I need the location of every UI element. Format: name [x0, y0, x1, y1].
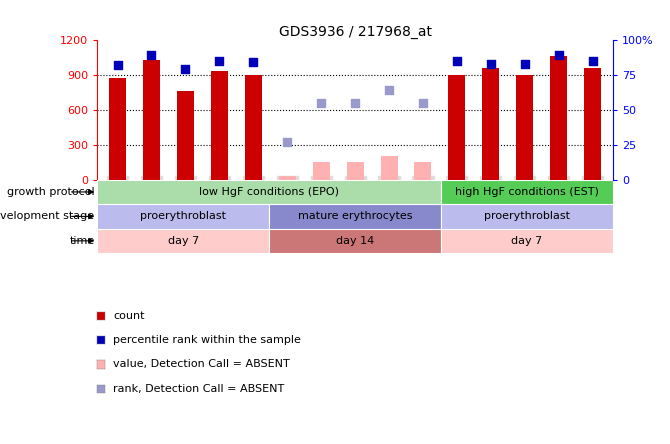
Text: high HgF conditions (EST): high HgF conditions (EST)	[455, 187, 599, 197]
Point	[519, 60, 530, 67]
Bar	[143, 60, 160, 180]
Bar	[97, 180, 441, 204]
Title: GDS3936 / 217968_at: GDS3936 / 217968_at	[279, 25, 431, 39]
Point	[112, 62, 123, 69]
Point	[417, 99, 428, 107]
Text: proerythroblast: proerythroblast	[140, 211, 226, 222]
Text: day 7: day 7	[168, 236, 199, 246]
Text: proerythroblast: proerythroblast	[484, 211, 570, 222]
Bar	[177, 91, 194, 180]
Text: rank, Detection Call = ABSENT: rank, Detection Call = ABSENT	[113, 384, 285, 394]
Point	[452, 57, 462, 64]
Bar	[482, 68, 499, 180]
Text: development stage: development stage	[0, 211, 94, 222]
Bar	[346, 162, 364, 180]
Point	[316, 99, 326, 107]
Bar	[279, 176, 295, 180]
Text: mature erythrocytes: mature erythrocytes	[298, 211, 412, 222]
Bar	[441, 180, 613, 204]
Bar	[211, 71, 228, 180]
Text: time: time	[69, 236, 94, 246]
Point	[350, 99, 360, 107]
Bar	[381, 156, 397, 180]
Bar	[441, 229, 613, 253]
Bar	[269, 229, 441, 253]
Text: day 14: day 14	[336, 236, 375, 246]
Text: percentile rank within the sample: percentile rank within the sample	[113, 335, 301, 345]
Bar	[97, 229, 269, 253]
Bar	[517, 75, 533, 180]
Text: value, Detection Call = ABSENT: value, Detection Call = ABSENT	[113, 360, 290, 369]
Bar	[441, 204, 613, 229]
Point	[588, 57, 598, 64]
Point	[282, 139, 293, 146]
Point	[146, 52, 157, 59]
Point	[180, 66, 191, 73]
Point	[248, 59, 259, 66]
Bar	[584, 68, 601, 180]
Text: count: count	[113, 311, 145, 321]
Text: day 7: day 7	[511, 236, 543, 246]
Bar	[245, 75, 262, 180]
Text: low HgF conditions (EPO): low HgF conditions (EPO)	[199, 187, 339, 197]
Text: growth protocol: growth protocol	[7, 187, 94, 197]
Bar	[448, 75, 466, 180]
Point	[553, 52, 564, 59]
Bar	[269, 204, 441, 229]
Bar	[109, 79, 126, 180]
Point	[486, 60, 496, 67]
Bar	[415, 162, 431, 180]
Point	[214, 57, 224, 64]
Bar	[550, 56, 567, 180]
Point	[384, 87, 395, 94]
Bar	[313, 162, 330, 180]
Bar	[97, 204, 269, 229]
